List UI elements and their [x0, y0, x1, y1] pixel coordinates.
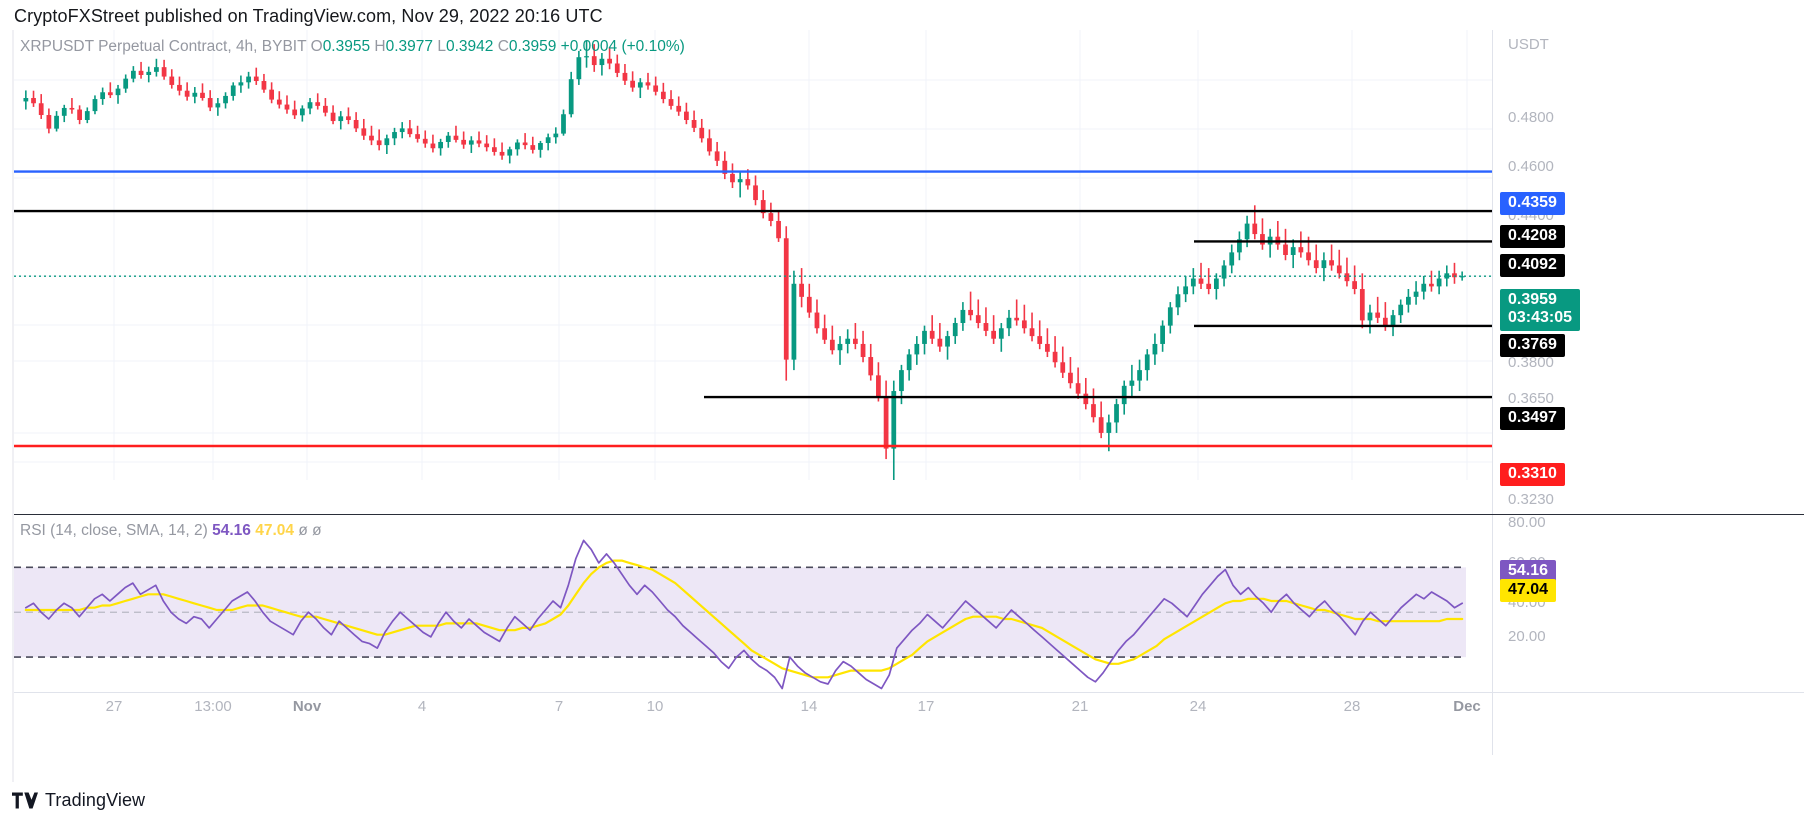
resistance-0-4359[interactable]: 0.4359: [1500, 192, 1565, 216]
tradingview-footer: TradingView: [12, 790, 145, 811]
time-axis-tick-17: 17: [917, 698, 935, 715]
price-axis-tick-0.3800: 0.3800: [1508, 354, 1554, 371]
time-axis-tick-Nov: Nov: [292, 698, 322, 715]
time-axis-tick-10: 10: [646, 698, 664, 715]
support-0-3310[interactable]: 0.3310: [1500, 463, 1565, 487]
tradingview-brand-label: TradingView: [45, 790, 146, 810]
tradingview-logo-icon: [12, 792, 38, 809]
time-axis-tick-Dec: Dec: [1453, 698, 1481, 715]
candlestick-plot[interactable]: [14, 30, 1492, 480]
resistance-0-4092-value: 0.4092: [1508, 256, 1557, 273]
resistance-0-4359-value: 0.4359: [1508, 194, 1557, 211]
time-axis-tick-24: 24: [1189, 698, 1207, 715]
rsi-sma-badge-value: 47.04: [1508, 581, 1549, 598]
time-axis-tick-7: 7: [554, 698, 564, 715]
time-axis-tick-21: 21: [1071, 698, 1089, 715]
price-axis[interactable]: USDT 0.48000.46000.44000.40000.38000.365…: [1494, 30, 1804, 755]
rsi-sma-badge[interactable]: 47.04: [1500, 579, 1557, 603]
publisher-header: CryptoFXStreet published on TradingView.…: [14, 6, 603, 26]
rsi-plot[interactable]: [14, 518, 1492, 693]
rsi-pane[interactable]: [14, 518, 1492, 693]
resistance-0-4208[interactable]: 0.4208: [1500, 225, 1565, 249]
price-axis-tick-0.3230: 0.3230: [1508, 491, 1554, 508]
resistance-0-4208-value: 0.4208: [1508, 227, 1557, 244]
price-pane[interactable]: [14, 30, 1492, 480]
time-axis[interactable]: 27 13:00 Nov 4 7 10 14 17 21 24 28 Dec: [14, 698, 1492, 728]
time-axis-divider: [14, 692, 1804, 693]
chart-frame: XRPUSDT Perpetual Contract, 4h, BYBIT O0…: [12, 30, 1804, 782]
price-axis-tick-0.3650: 0.3650: [1508, 390, 1554, 407]
time-axis-tick-4: 4: [417, 698, 427, 715]
last-price-0-3959[interactable]: 0.3959 03:43:05: [1500, 289, 1581, 331]
last-price-0-3959-countdown: 03:43:05: [1508, 309, 1573, 327]
time-axis-tick-13:00: 13:00: [194, 698, 232, 715]
support-0-3497[interactable]: 0.3497: [1500, 407, 1565, 431]
rsi-value-badge[interactable]: 54.16: [1500, 560, 1557, 584]
pane-divider: [14, 514, 1804, 515]
axis-divider: [1492, 30, 1493, 755]
price-axis-tick-0.4800: 0.4800: [1508, 109, 1554, 126]
time-axis-tick-14: 14: [800, 698, 818, 715]
support-0-3497-value: 0.3497: [1508, 409, 1557, 426]
support-0-3769-value: 0.3769: [1508, 336, 1557, 353]
axis-unit-label: USDT: [1508, 36, 1549, 53]
rsi-axis-tick-80.00: 80.00: [1508, 514, 1546, 531]
last-price-0-3959-value: 0.3959: [1508, 291, 1557, 308]
support-0-3310-value: 0.3310: [1508, 465, 1557, 482]
rsi-axis-tick-20.00: 20.00: [1508, 628, 1546, 645]
price-axis-tick-0.4600: 0.4600: [1508, 158, 1554, 175]
support-0-3769[interactable]: 0.3769: [1500, 334, 1565, 358]
resistance-0-4092[interactable]: 0.4092: [1500, 254, 1565, 278]
rsi-value-badge-value: 54.16: [1508, 562, 1549, 579]
time-axis-tick-27: 27: [105, 698, 123, 715]
time-axis-tick-28: 28: [1343, 698, 1361, 715]
